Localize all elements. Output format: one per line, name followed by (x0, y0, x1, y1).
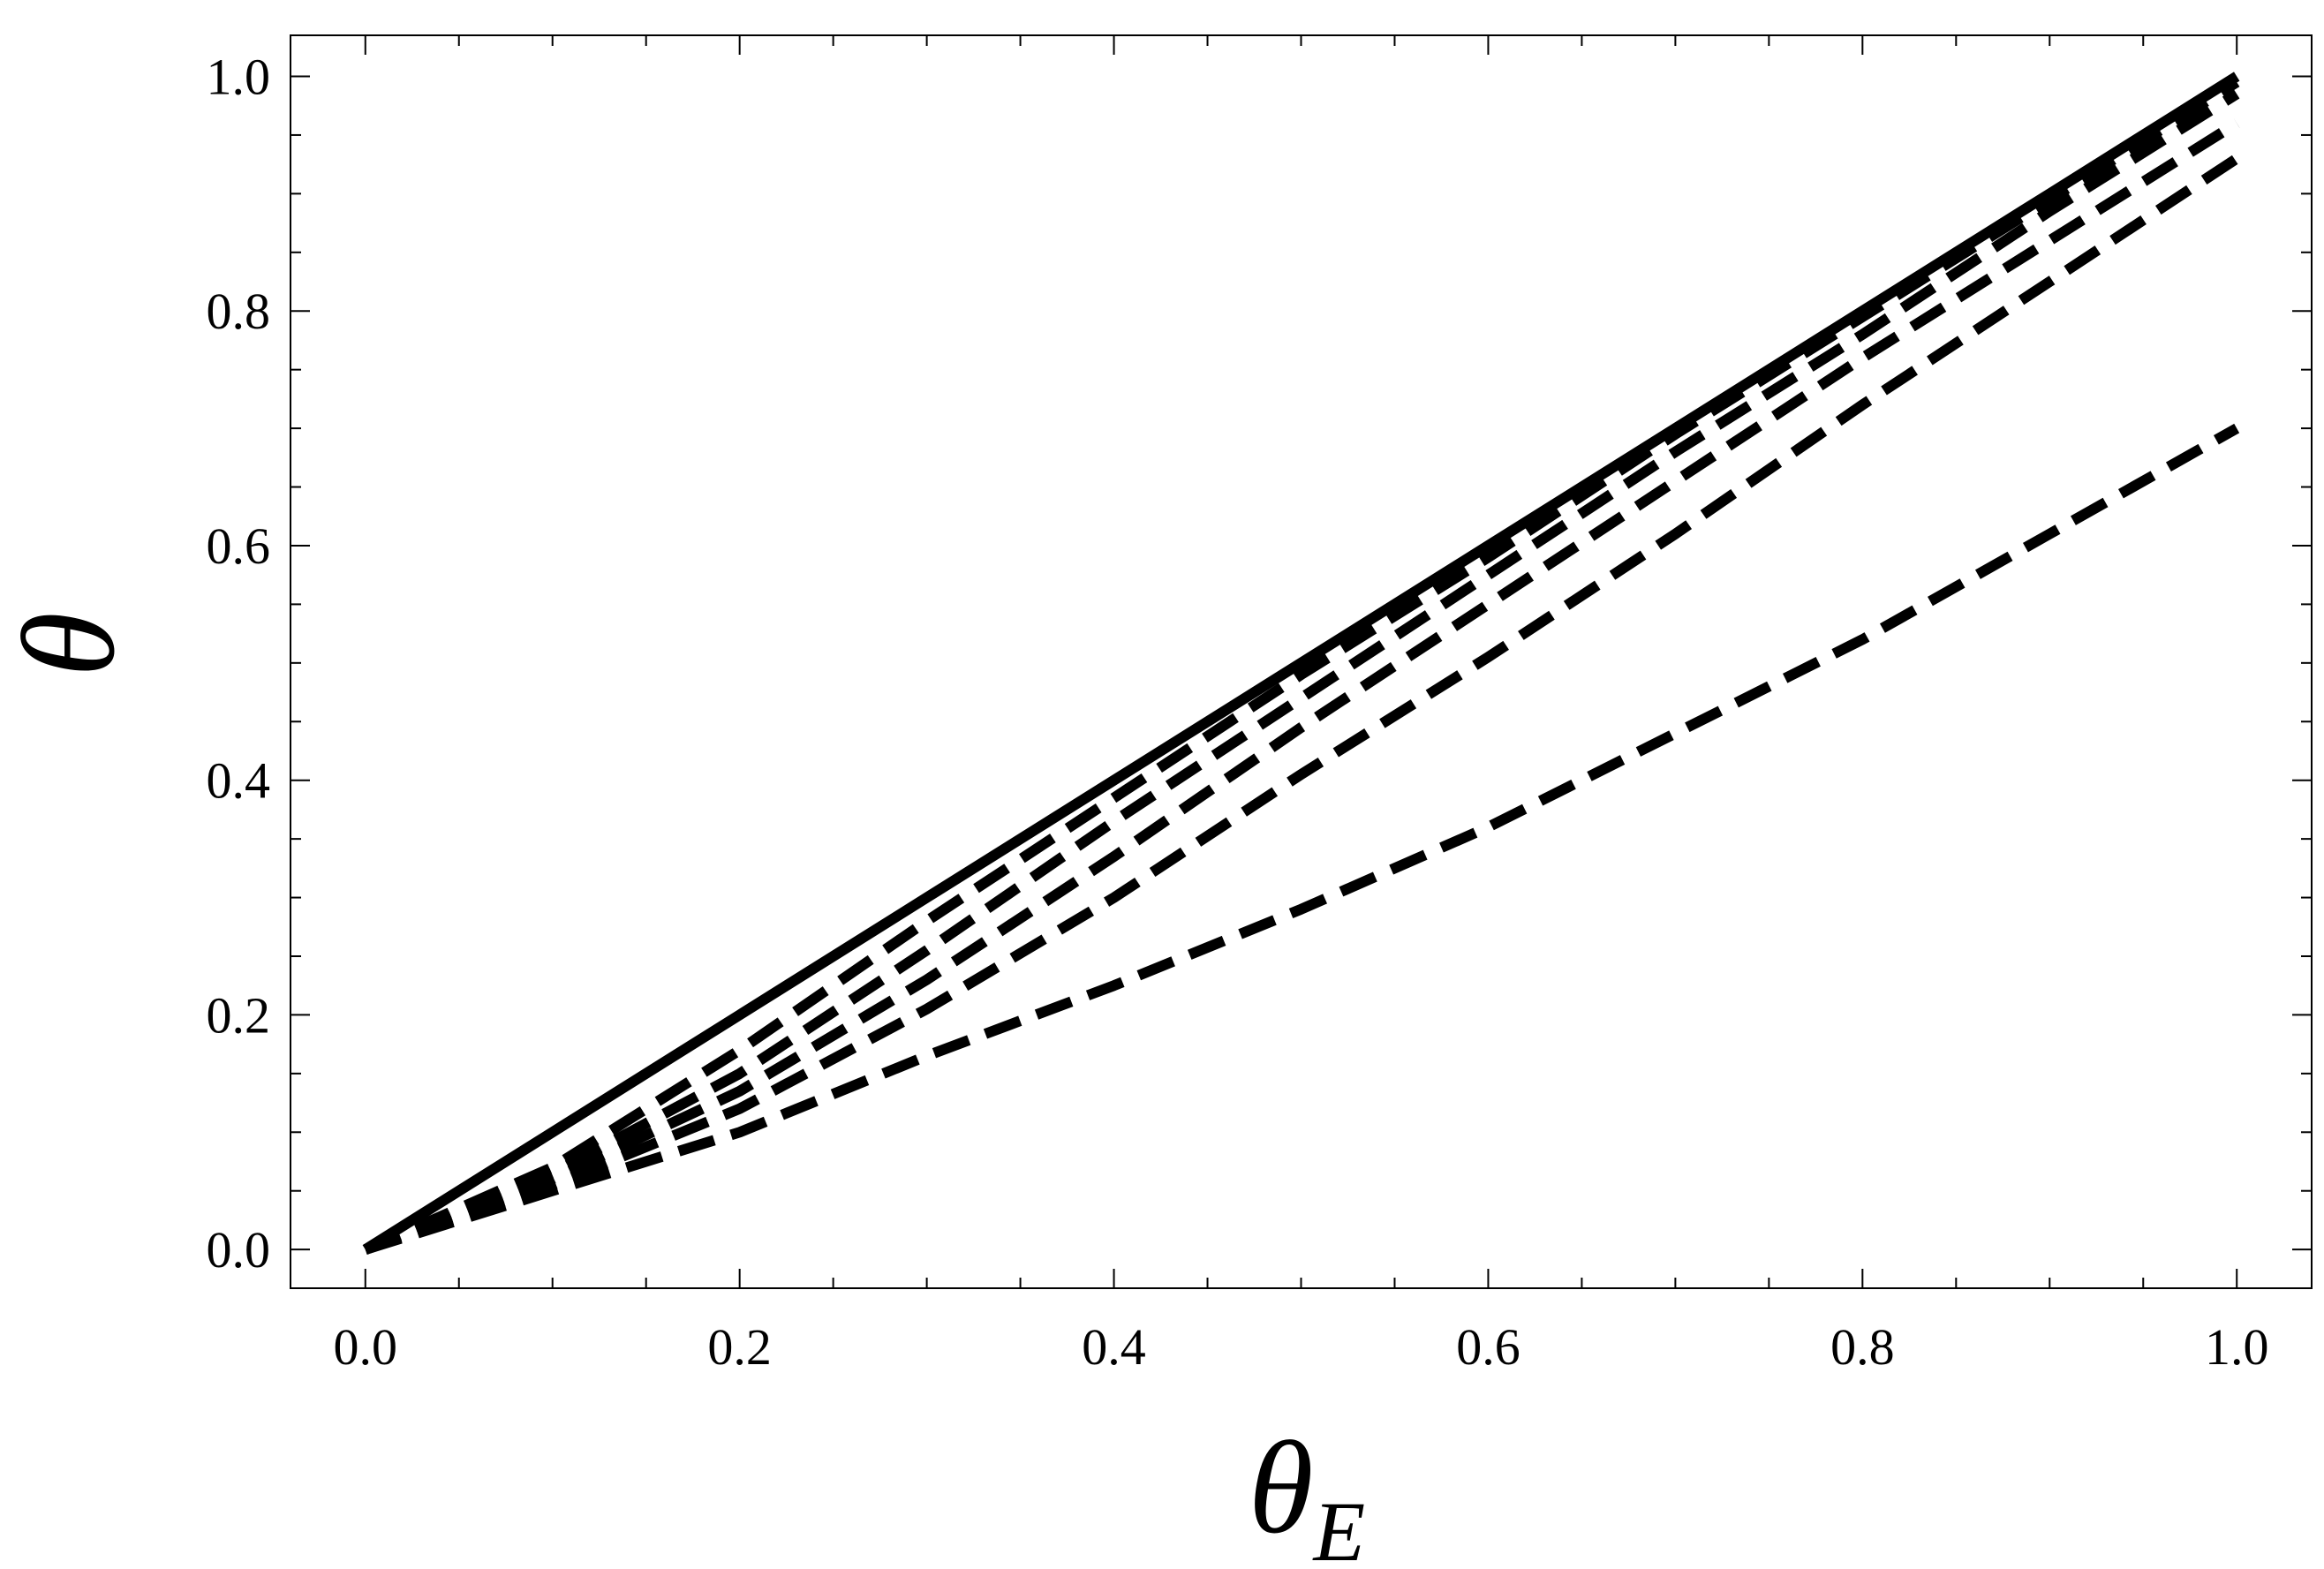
x-tick-label: 0.8 (1830, 1318, 1895, 1376)
y-tick-label: 0.4 (207, 752, 271, 810)
x-tick-label: 0.2 (707, 1318, 772, 1376)
x-tick-label: 0.4 (1082, 1318, 1146, 1376)
tick-marks (290, 35, 2312, 1288)
y-tick-labels: 0.0 0.2 0.4 0.6 0.8 1.0 (207, 49, 271, 1279)
y-tick-label: 0.0 (207, 1221, 271, 1279)
y-tick-label: 0.2 (207, 986, 271, 1044)
y-tick-label: 0.6 (207, 517, 271, 575)
dashed-series-line-2 (363, 89, 2240, 1255)
x-tick-label: 1.0 (2205, 1318, 2269, 1376)
x-axis-title-main: θ (1249, 1414, 1314, 1561)
dashed-series-line-1 (363, 78, 2240, 1255)
dashed-series-line-3 (363, 118, 2240, 1255)
x-axis-title: θE (1249, 1414, 1365, 1565)
y-tick-label: 1.0 (207, 49, 271, 106)
y-tick-label: 0.8 (207, 283, 271, 340)
x-axis-title-subscript: E (1312, 1484, 1366, 1565)
y-axis-title: θ (0, 612, 142, 677)
series-layer (362, 72, 2240, 1255)
x-tick-labels: 0.0 0.2 0.4 0.6 0.8 1.0 (334, 1318, 2269, 1376)
x-tick-label: 0.0 (334, 1318, 398, 1376)
x-tick-label: 0.6 (1456, 1318, 1520, 1376)
dashed-series-line-5 (364, 423, 2240, 1255)
dashed-series-line-4 (363, 154, 2240, 1255)
